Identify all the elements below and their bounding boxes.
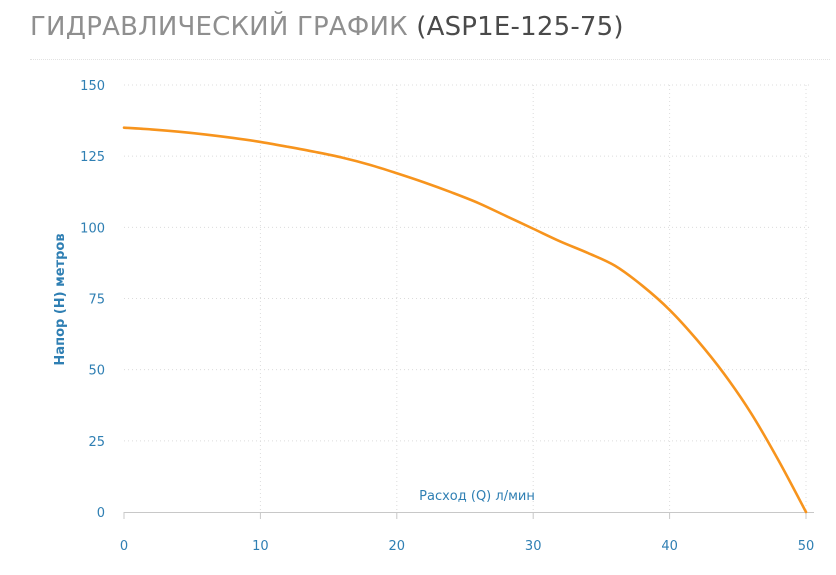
tick-labels: 0 25 50 75 100 125 150 0 10 20 30 40 50 [80,79,814,554]
title-divider [30,59,830,60]
page-title-model: (ASP1E-125-75) [416,12,624,42]
y-tick-label: 100 [80,221,105,236]
y-tick-label: 0 [97,506,105,521]
grid [124,84,812,512]
x-tick-label: 50 [798,539,815,554]
y-tick-label: 25 [88,435,105,450]
y-tick-label: 50 [88,364,105,379]
pump-curve-line [122,126,808,514]
y-axis-title: Напор (H) метров [53,233,68,365]
x-axis-title: Расход (Q) л/мин [419,489,535,504]
x-tick-label: 30 [525,539,542,554]
page-title: ГИДРАВЛИЧЕСКИЙ ГРАФИК (ASP1E-125-75) [30,12,624,42]
y-tick-label: 125 [80,150,105,165]
x-tick-label: 10 [252,539,269,554]
x-tick-label: 0 [120,539,128,554]
axes [123,512,814,519]
x-tick-label: 40 [661,539,678,554]
x-tick-label: 20 [389,539,406,554]
y-tick-label: 150 [80,79,105,94]
page-title-main: ГИДРАВЛИЧЕСКИЙ ГРАФИК [30,12,408,42]
y-tick-label: 75 [88,293,105,308]
